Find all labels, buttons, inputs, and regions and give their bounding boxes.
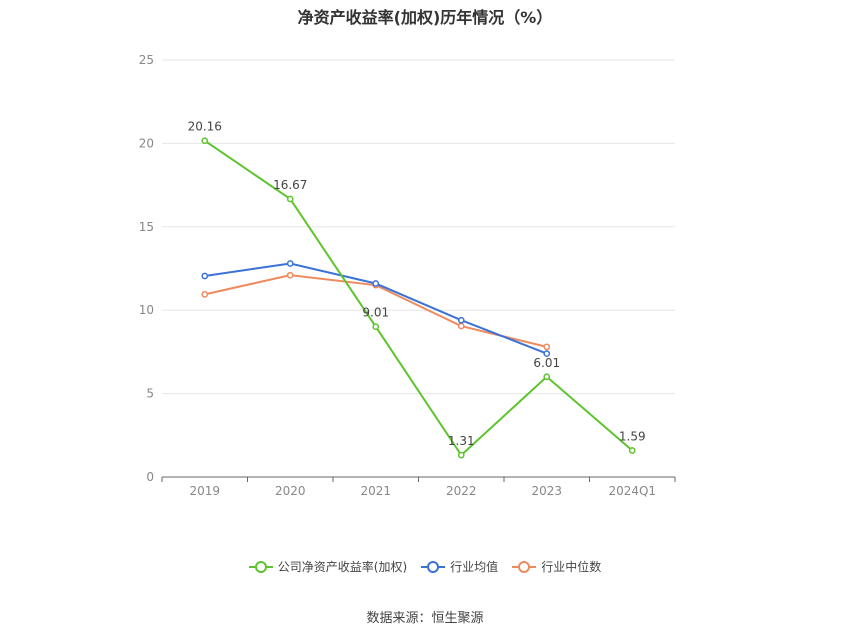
data-point [457, 451, 465, 459]
data-point [457, 322, 465, 330]
data-point [286, 271, 294, 279]
data-point [286, 260, 294, 267]
legend-marker-icon [248, 560, 273, 573]
data-label: 20.16 [188, 120, 222, 134]
x-tick-label: 2020 [275, 484, 306, 498]
legend-item[interactable]: 公司净资产收益率(加权) [248, 558, 408, 575]
x-tick-label: 2024Q1 [608, 484, 656, 498]
legend-item[interactable]: 行业均值 [421, 558, 498, 575]
legend-label: 公司净资产收益率(加权) [277, 560, 408, 574]
x-tick-label: 2023 [531, 484, 562, 498]
data-point [372, 280, 380, 287]
x-tick-label: 2022 [446, 484, 477, 498]
data-point [457, 316, 465, 324]
y-tick-label: 20 [139, 136, 154, 150]
series-lines [201, 137, 636, 459]
data-point [543, 350, 551, 357]
data-label: 1.31 [448, 434, 475, 448]
x-tick-label: 2019 [189, 484, 220, 498]
y-tick-label: 5 [146, 387, 154, 401]
axes: 0 5 10 15 20 25 2019 2020 2021 2022 2023 2024Q1 [139, 53, 676, 498]
data-point [543, 343, 551, 351]
data-label: 16.67 [273, 178, 307, 192]
data-labels: 20.16 16.67 9.01 1.31 6.01 1.59 [188, 120, 646, 448]
y-tick-label: 0 [146, 470, 154, 484]
chart-title: 净资产收益率(加权)历年情况（%） [297, 8, 553, 27]
legend-marker-icon [512, 560, 537, 573]
series-0 [201, 137, 636, 459]
legend-item[interactable]: 行业中位数 [512, 558, 601, 575]
data-point [372, 323, 380, 331]
legend-marker-icon [421, 560, 446, 573]
data-point [201, 291, 209, 298]
data-point [543, 373, 551, 381]
data-source: 数据来源：恒生聚源 [366, 611, 484, 626]
series-1 [201, 260, 551, 357]
legend-label: 行业均值 [450, 560, 499, 574]
y-tick-label: 10 [139, 303, 154, 317]
legend-label: 行业中位数 [541, 560, 602, 574]
data-point [201, 137, 209, 145]
data-point [628, 447, 636, 454]
legend: 公司净资产收益率(加权) 行业均值 行业中位数 [0, 558, 850, 575]
data-label: 6.01 [533, 356, 560, 370]
gridlines [162, 59, 675, 395]
data-label: 1.59 [619, 429, 646, 443]
x-tick-label: 2021 [360, 484, 391, 498]
y-tick-label: 25 [139, 53, 154, 67]
data-point [201, 272, 209, 280]
series-line [204, 139, 633, 457]
data-label: 9.01 [362, 306, 389, 320]
y-tick-label: 15 [139, 220, 154, 234]
data-point [286, 195, 294, 203]
